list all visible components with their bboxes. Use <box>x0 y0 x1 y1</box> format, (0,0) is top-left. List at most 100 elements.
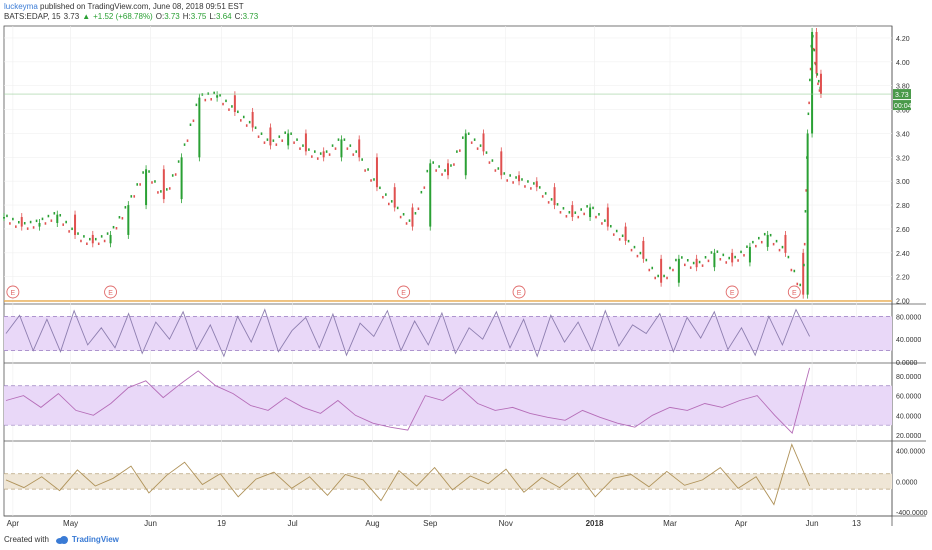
candle-body <box>515 176 517 179</box>
candle-body <box>772 242 775 246</box>
candle-body <box>672 268 674 272</box>
candle-body <box>385 193 387 196</box>
rsi-y-tick-label: 80.0000 <box>896 374 921 381</box>
candle-body <box>819 73 822 95</box>
candle-body <box>281 139 284 142</box>
candle-body <box>441 173 443 176</box>
candle-body <box>816 73 819 76</box>
candle-body <box>710 251 713 254</box>
candle-body <box>559 211 562 214</box>
candle-body <box>459 149 461 152</box>
candle-body <box>704 256 707 259</box>
candle-body <box>272 139 275 142</box>
candle-body <box>222 102 224 106</box>
candle-body <box>130 195 133 198</box>
author-link[interactable]: luckeyma <box>4 2 38 11</box>
candle-body <box>669 266 671 270</box>
candle-body <box>115 226 118 230</box>
open-label: O: <box>155 12 165 21</box>
candle-body <box>18 220 20 224</box>
candle-body <box>470 141 473 144</box>
candle-body <box>748 246 751 263</box>
candle-body <box>654 276 656 280</box>
candle-body <box>432 161 434 164</box>
candle-body <box>812 34 814 38</box>
stochastic-series-line <box>5 308 811 358</box>
y-tick-label: 2.20 <box>896 275 910 282</box>
candle-body <box>304 133 307 152</box>
y-tick-label: 3.80 <box>896 84 910 91</box>
candle-body <box>100 235 103 238</box>
candle-body <box>293 141 295 144</box>
candle-body <box>414 212 417 215</box>
candle-body <box>684 263 686 267</box>
candle-body <box>589 207 592 218</box>
candle-body <box>370 179 372 182</box>
candle-body <box>550 198 553 201</box>
open-value: 3.73 <box>164 12 180 21</box>
candle-body <box>275 143 278 146</box>
earnings-event-icon <box>787 285 801 299</box>
candle-body <box>240 119 242 122</box>
candle-body <box>29 220 32 224</box>
high-label: H: <box>182 12 191 21</box>
candle-body <box>447 163 449 176</box>
candle-body <box>346 147 349 150</box>
candle-body <box>180 157 183 200</box>
candle-body <box>266 138 269 141</box>
candle-body <box>77 232 79 235</box>
candle-body <box>740 250 742 254</box>
candle-body <box>32 226 35 229</box>
candle-body <box>290 132 292 135</box>
candle-body <box>485 151 488 154</box>
candle-body <box>598 213 600 216</box>
candle-body <box>818 89 821 92</box>
candle-body <box>713 252 716 268</box>
candle-body <box>453 163 455 166</box>
candle-body <box>405 222 408 225</box>
tradingview-logo[interactable]: TradingView <box>55 535 119 544</box>
candle-body <box>604 219 606 222</box>
candle-body <box>444 169 446 172</box>
candle-body <box>154 180 156 183</box>
candle-body <box>361 158 363 161</box>
candle-body <box>657 274 659 278</box>
earnings-event-icon <box>6 285 20 299</box>
candle-body <box>225 99 227 103</box>
change-up-icon: ▲ <box>82 12 91 21</box>
candle-body <box>68 230 70 233</box>
candle-body <box>524 185 526 188</box>
candle-body <box>686 259 689 262</box>
candle-body <box>263 141 266 144</box>
candle-body <box>491 159 494 162</box>
candle-body <box>450 164 452 167</box>
candle-body <box>577 215 580 219</box>
candle-body <box>503 172 506 175</box>
earnings-event-label: E <box>401 290 406 297</box>
candle-body <box>352 153 355 156</box>
candle-body <box>299 147 301 150</box>
countdown-badge <box>893 100 911 111</box>
candle-body <box>666 276 668 280</box>
candle-body <box>527 180 529 183</box>
candle-body <box>728 256 730 260</box>
candle-body <box>435 169 437 172</box>
candle-body <box>793 269 796 273</box>
x-tick-label: Aug <box>365 519 379 528</box>
candle-body <box>456 150 458 153</box>
candle-body <box>639 251 642 255</box>
candle-body <box>233 95 236 112</box>
earnings-event-label: E <box>11 290 16 297</box>
candle-body <box>112 225 115 229</box>
candle-body <box>562 207 565 210</box>
candle-body <box>806 133 809 295</box>
candle-body <box>308 148 310 151</box>
candle-body <box>420 190 423 194</box>
candle-body <box>677 258 680 283</box>
candle-body <box>89 237 91 241</box>
low-label: L: <box>209 12 217 21</box>
cci-y-tick-label: 400.0000 <box>896 449 925 456</box>
x-tick-label: Nov <box>499 519 513 528</box>
candle-body <box>438 165 440 168</box>
